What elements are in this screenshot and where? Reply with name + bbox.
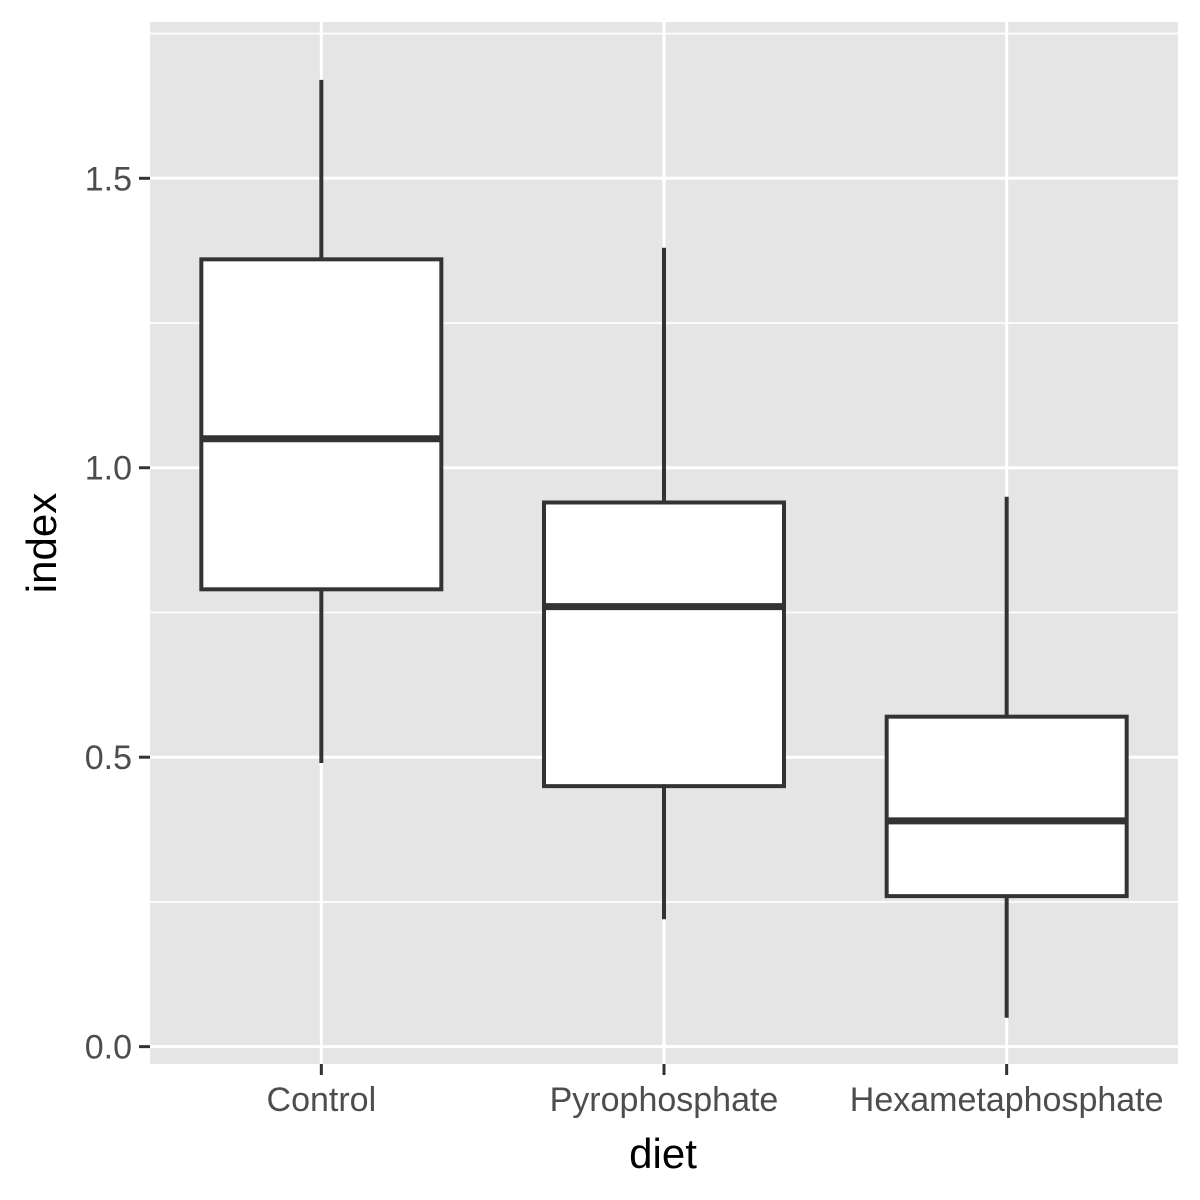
x-tick-label: Control [267,1081,377,1119]
y-tick-label: 0.5 [85,739,132,777]
boxes [199,79,1129,1018]
x-axis: Control Pyrophosphate Hexametaphosphate [267,1064,1164,1119]
x-tick-label: Pyrophosphate [550,1081,779,1119]
x-axis-title: diet [629,1130,697,1177]
box-iqr [542,500,786,789]
y-tick-label: 0.0 [85,1029,132,1067]
y-axis-title: index [18,493,65,593]
y-tick-label: 1.0 [85,450,132,488]
box-iqr [199,257,444,592]
y-tick-label: 1.5 [85,160,132,198]
x-tick-label: Hexametaphosphate [850,1081,1164,1119]
box-iqr [884,714,1129,899]
box-hexametaphosphate [884,496,1129,1018]
box-control [199,79,444,763]
y-axis: 0.0 0.5 1.0 1.5 [85,160,150,1067]
box-pyrophosphate [542,247,786,920]
